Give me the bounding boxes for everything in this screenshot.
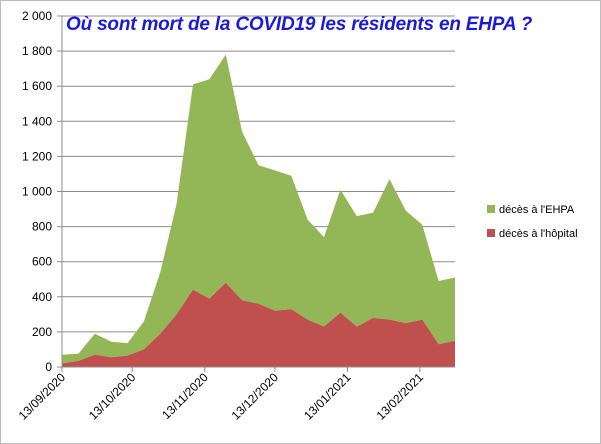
area-series <box>62 54 455 367</box>
area-ehpa <box>62 54 455 364</box>
y-tick-label: 0 <box>45 360 52 374</box>
y-tick-label: 1 800 <box>22 44 52 58</box>
x-tick-label: 13/10/2020 <box>86 370 139 423</box>
y-tick-labels: 0 200 400 600 800 1 000 1 200 1 400 1 600 1 800 2 … <box>22 9 52 374</box>
legend-swatch-hopital <box>487 229 495 237</box>
y-tick-label: 400 <box>32 290 52 304</box>
legend-label-ehpa: décès à l'EHPA <box>499 204 575 216</box>
y-tick-label: 2 000 <box>22 9 52 23</box>
y-tick-label: 1 600 <box>22 79 52 93</box>
area-hopital <box>62 282 455 367</box>
legend-swatch-ehpa <box>487 205 495 213</box>
x-tick-label: 13/09/2020 <box>16 370 69 423</box>
y-tick-label: 200 <box>32 325 52 339</box>
x-tick-label: 13/02/2021 <box>374 370 427 423</box>
y-tick-label: 800 <box>32 220 52 234</box>
y-tick-label: 1 200 <box>22 149 52 163</box>
x-tick-labels: 13/09/2020 13/10/2020 13/11/2020 13/12/2020… <box>16 367 427 423</box>
chart-title: Où sont mort de la COVID19 les résidents… <box>66 14 533 35</box>
y-tick-label: 1 400 <box>22 114 52 128</box>
legend: décès à l'EHPA décès à l'hôpital <box>487 204 578 240</box>
x-tick-label: 13/12/2020 <box>229 370 282 423</box>
axes <box>61 16 455 368</box>
x-tick-label: 13/01/2021 <box>301 370 354 423</box>
x-tick-label: 13/11/2020 <box>159 370 211 422</box>
y-tick-label: 1 000 <box>22 185 52 199</box>
y-tick-label: 600 <box>32 255 52 269</box>
legend-label-hopital: décès à l'hôpital <box>499 228 578 240</box>
